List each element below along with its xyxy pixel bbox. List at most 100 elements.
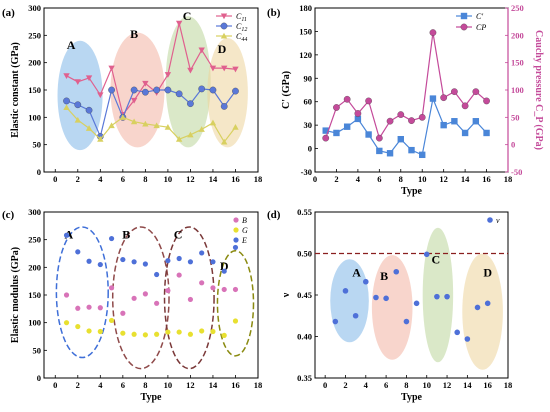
data-point xyxy=(120,310,126,316)
x-tick-label: 16 xyxy=(482,174,491,184)
y-tick-label: 60 xyxy=(304,97,313,107)
x-tick-label: 18 xyxy=(254,380,263,390)
y-tick-label: 180 xyxy=(299,3,312,13)
data-point xyxy=(142,261,148,267)
data-point xyxy=(365,97,372,105)
data-point xyxy=(75,305,81,311)
y-tick-label: 90 xyxy=(304,73,313,83)
region-label: C xyxy=(432,252,441,266)
data-point xyxy=(187,331,194,337)
legend-label: B xyxy=(242,216,247,225)
y-tick-label: 300 xyxy=(28,3,41,13)
data-point xyxy=(474,304,481,311)
data-point xyxy=(187,296,194,303)
data-point xyxy=(354,115,362,123)
region-ellipse xyxy=(163,226,215,370)
data-point xyxy=(187,131,194,138)
data-point xyxy=(97,328,103,335)
y-tick-label: 150 xyxy=(299,26,312,36)
legend-marker xyxy=(220,22,228,30)
legend-marker xyxy=(233,237,239,243)
data-point xyxy=(454,329,461,336)
data-point xyxy=(164,123,172,130)
data-point xyxy=(175,90,183,98)
region-label: D xyxy=(218,42,227,56)
legend-label-sub: 44 xyxy=(241,36,247,43)
data-point xyxy=(393,268,400,275)
region-ellipse xyxy=(207,38,248,148)
region-ellipse xyxy=(216,249,255,357)
series-line xyxy=(325,96,487,156)
data-point xyxy=(176,329,182,335)
x-tick-label: 4 xyxy=(356,174,361,184)
region-ellipse xyxy=(330,259,369,343)
y-tick-label: 0.40 xyxy=(297,332,312,342)
region-label: A xyxy=(352,266,361,280)
data-point xyxy=(461,102,469,110)
data-point xyxy=(142,291,148,297)
series-line xyxy=(66,23,236,116)
data-point xyxy=(63,73,70,79)
data-point xyxy=(176,272,182,278)
data-point xyxy=(221,65,228,72)
data-point xyxy=(142,80,149,87)
data-point xyxy=(63,104,70,111)
y-tick-label: 100 xyxy=(28,112,41,122)
data-point xyxy=(86,258,92,264)
data-point xyxy=(199,250,205,256)
data-point xyxy=(130,86,138,94)
data-point xyxy=(85,125,93,131)
panel-label: (b) xyxy=(267,7,281,19)
x-tick-label: 16 xyxy=(231,380,240,390)
data-point xyxy=(120,256,126,263)
region-label: D xyxy=(220,259,229,273)
legend-marker xyxy=(487,217,493,223)
x-tick-label: 8 xyxy=(404,380,408,390)
data-point xyxy=(74,116,81,123)
y2-tick-label: 50 xyxy=(511,112,520,122)
data-point xyxy=(130,97,138,104)
y-tick-label: 50 xyxy=(33,140,42,150)
data-point xyxy=(451,88,458,95)
data-point xyxy=(154,271,160,278)
data-point xyxy=(232,87,239,95)
data-point xyxy=(198,47,205,54)
x-tick-label: 2 xyxy=(334,174,338,184)
data-point xyxy=(332,318,339,325)
data-point xyxy=(97,136,104,142)
x-tick-label: 18 xyxy=(254,174,263,184)
legend-label: E xyxy=(241,236,247,245)
region-label: B xyxy=(122,228,130,242)
data-point xyxy=(375,134,383,142)
data-point xyxy=(165,258,171,264)
data-point xyxy=(63,232,70,238)
y-tick-label: 250 xyxy=(28,235,41,245)
data-point xyxy=(210,328,216,335)
data-point xyxy=(85,75,93,82)
data-point xyxy=(209,65,217,72)
y-tick-label: 0.45 xyxy=(297,290,312,300)
x-tick-label: 6 xyxy=(121,380,125,390)
region-label: D xyxy=(483,266,492,280)
data-point xyxy=(63,292,70,298)
data-point xyxy=(440,94,448,102)
data-point xyxy=(408,146,415,154)
data-point xyxy=(221,138,228,145)
y-tick-label: 0.50 xyxy=(297,249,312,259)
data-point xyxy=(108,317,115,324)
x-tick-label: 12 xyxy=(186,174,195,184)
data-point xyxy=(198,126,205,132)
panel-b: 0 2 4 6 8 10 12 14 16 18-300306090120150180TypeC'… xyxy=(267,3,544,197)
data-point xyxy=(472,88,480,95)
legend-marker xyxy=(220,32,228,39)
x-tick-label: 8 xyxy=(399,174,403,184)
x-tick-label: 10 xyxy=(418,174,427,184)
y2-tick-label: 100 xyxy=(511,85,524,95)
x-tick-label: 14 xyxy=(461,174,470,184)
y2-tick-label: 200 xyxy=(511,30,524,40)
y-tick-label: 50 xyxy=(33,345,42,355)
legend-label: CP xyxy=(476,23,486,32)
y-axis-label: ν xyxy=(281,292,292,298)
legend-marker xyxy=(233,227,239,233)
